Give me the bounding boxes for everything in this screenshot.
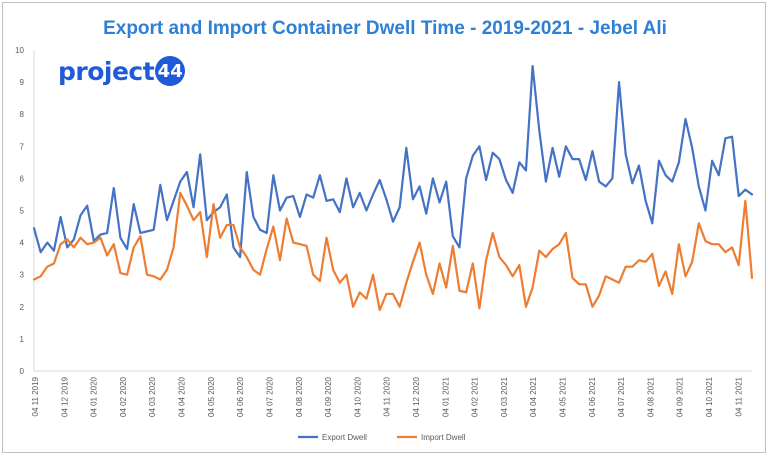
x-tick-label: 04 10 2020	[353, 376, 362, 417]
y-tick-label: 6	[20, 174, 25, 183]
series-line-1	[32, 191, 754, 312]
x-tick-label: 04 07 2021	[617, 376, 626, 417]
series-layer	[32, 64, 754, 312]
x-tick-label: 04 08 2020	[295, 376, 304, 417]
x-tick-label: 04 09 2020	[324, 376, 333, 417]
x-tick-label: 04 01 2021	[441, 376, 450, 417]
legend-label: Import Dwell	[421, 433, 466, 442]
x-tick-label: 04 04 2020	[178, 376, 187, 417]
x-tick-label: 04 04 2021	[529, 376, 538, 417]
logo-badge: 44	[155, 56, 186, 86]
project44-logo: project 44	[58, 56, 186, 86]
x-tick-label: 04 11 2021	[734, 376, 743, 416]
x-tick-label: 04 03 2021	[500, 376, 509, 417]
y-tick-label: 4	[20, 239, 25, 248]
x-tick-label: 04 12 2020	[412, 376, 421, 417]
y-tick-label: 3	[20, 271, 25, 280]
y-tick-label: 5	[20, 207, 25, 216]
y-tick-label: 9	[20, 78, 25, 87]
x-tick-label: 04 10 2021	[705, 376, 714, 417]
x-tick-label: 04 07 2020	[265, 376, 274, 417]
x-tick-label: 04 03 2020	[148, 376, 157, 417]
x-tick-label: 04 11 2020	[383, 376, 392, 416]
logo-text: project	[58, 56, 155, 86]
x-tick-label: 04 05 2020	[207, 376, 216, 417]
y-tick-label: 1	[20, 335, 25, 344]
x-tick-label: 04 02 2020	[119, 376, 128, 417]
x-tick-label: 04 02 2021	[471, 376, 480, 417]
y-axis: 0 1 2 3 4 5 6 7 8 9 10	[15, 46, 35, 376]
x-tick-label: 04 01 2020	[90, 376, 99, 417]
x-tick-label: 04 09 2021	[676, 376, 685, 417]
y-tick-label: 8	[20, 110, 25, 119]
legend: Export Dwell Import Dwell	[298, 433, 466, 442]
legend-label: Export Dwell	[322, 433, 367, 442]
x-tick-label: 04 06 2020	[236, 376, 245, 417]
x-tick-label: 04 06 2021	[588, 376, 597, 417]
chart-title: Export and Import Container Dwell Time -…	[103, 18, 667, 39]
x-tick-label: 04 05 2021	[559, 376, 568, 417]
x-tick-label: 04 11 2019	[31, 376, 40, 416]
y-tick-label: 7	[20, 142, 25, 151]
y-tick-label: 2	[20, 303, 25, 312]
x-axis: 04 11 2019 04 12 2019 04 01 2020 04 02 2020…	[31, 370, 752, 417]
y-tick-label: 10	[15, 46, 24, 55]
x-tick-label: 04 08 2021	[646, 376, 655, 417]
series-line-0	[32, 64, 754, 259]
x-tick-label: 04 12 2019	[60, 376, 69, 417]
y-tick-label: 0	[20, 367, 25, 376]
